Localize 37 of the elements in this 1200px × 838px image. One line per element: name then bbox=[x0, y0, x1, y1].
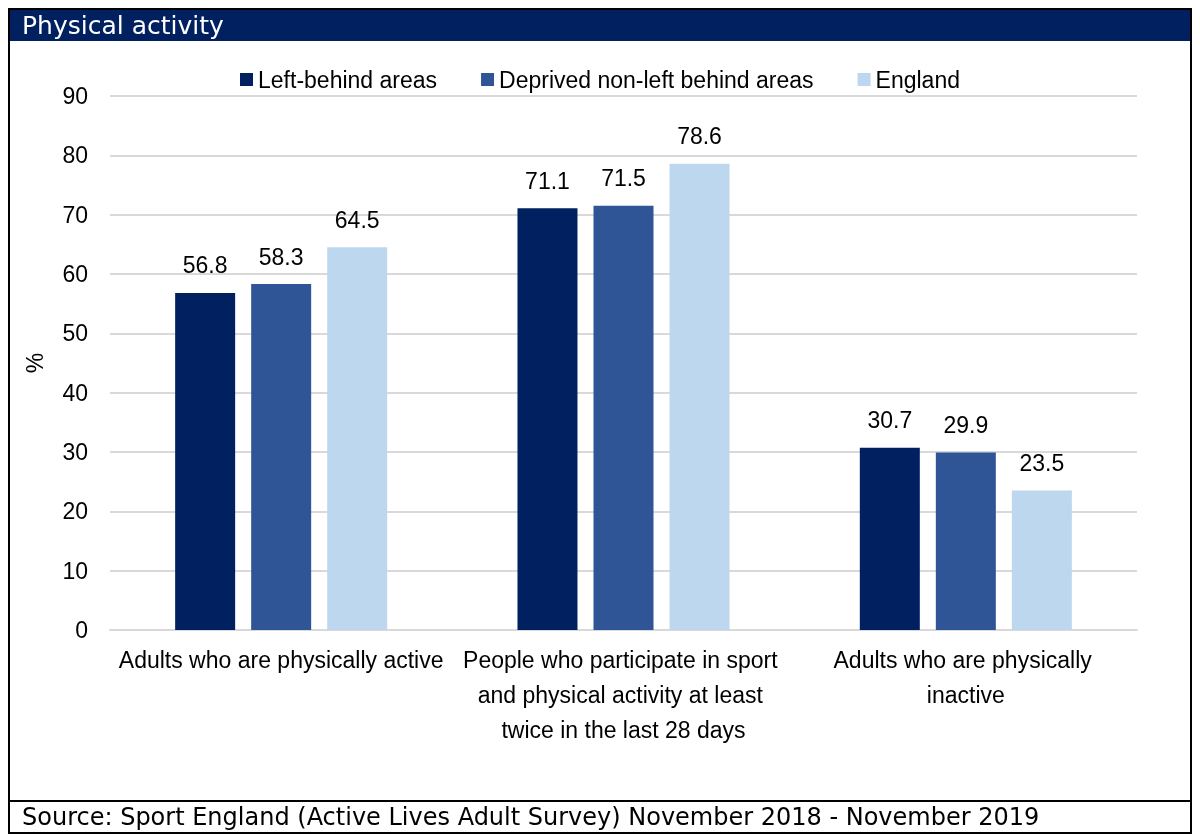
data-label: 71.5 bbox=[601, 165, 646, 192]
y-tick-label: 80 bbox=[62, 142, 88, 169]
data-label: 56.8 bbox=[182, 252, 228, 279]
data-label: 30.7 bbox=[867, 407, 913, 434]
data-label: 64.5 bbox=[334, 206, 380, 233]
legend-label: Left-behind areas bbox=[258, 66, 438, 93]
bar bbox=[593, 205, 654, 630]
bar bbox=[935, 452, 996, 630]
y-tick-label: 70 bbox=[62, 201, 88, 228]
legend-label: Deprived non-left behind areas bbox=[499, 66, 814, 93]
y-tick-label: 0 bbox=[75, 617, 88, 643]
data-label: 23.5 bbox=[1019, 450, 1065, 477]
chart-title: Physical activity bbox=[22, 11, 224, 40]
data-label: 29.9 bbox=[943, 412, 989, 439]
x-tick-label: People who participate in sport and physical activity at least twice in the last 28 days bbox=[463, 646, 784, 743]
y-tick-label: 40 bbox=[62, 379, 88, 406]
y-tick-label: 90 bbox=[62, 83, 88, 109]
data-label: 78.6 bbox=[677, 123, 722, 150]
x-tick-label: Adults who are physically active bbox=[118, 646, 444, 673]
y-tick-label: 30 bbox=[62, 439, 88, 465]
x-tick-label: Adults who are physically inactive bbox=[833, 646, 1099, 708]
legend-label: England bbox=[875, 66, 960, 93]
data-label: 71.1 bbox=[525, 167, 570, 194]
bar bbox=[327, 247, 388, 630]
y-tick-label: 10 bbox=[62, 557, 88, 584]
bar bbox=[175, 292, 236, 630]
bar bbox=[1011, 490, 1072, 630]
data-label: 58.3 bbox=[258, 243, 304, 270]
y-tick-label: 60 bbox=[62, 261, 88, 287]
y-tick-label: 20 bbox=[62, 498, 88, 525]
y-axis-title: % bbox=[21, 352, 48, 374]
y-tick-label: 50 bbox=[62, 320, 88, 347]
bar bbox=[251, 284, 312, 630]
source-note: Source: Sport England (Active Lives Adult Survey) November 2018 - November 2019 bbox=[22, 803, 1040, 831]
bar bbox=[859, 447, 920, 630]
bar bbox=[517, 208, 578, 630]
bar bbox=[669, 163, 730, 630]
